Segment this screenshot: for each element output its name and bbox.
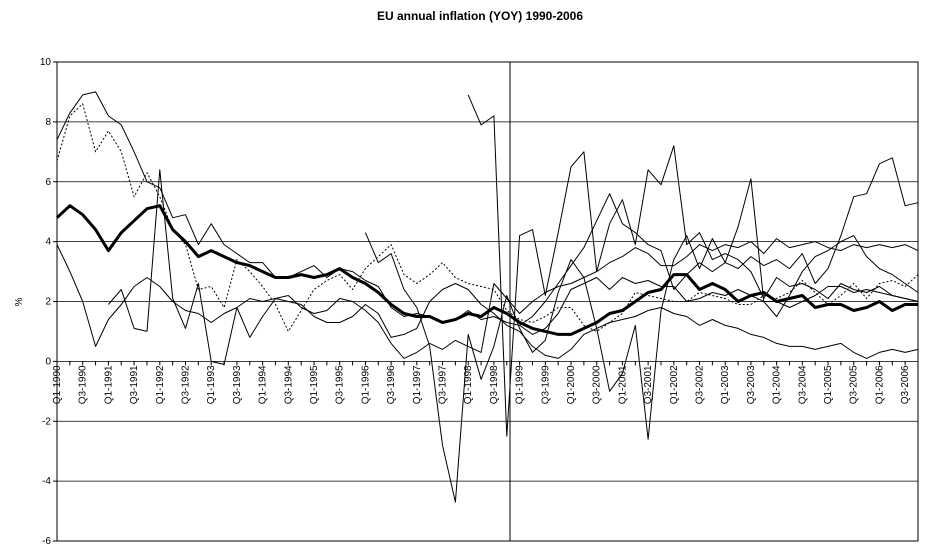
x-tick-label: Q1-1997 bbox=[412, 365, 423, 404]
x-tick-label: Q1-2002 bbox=[669, 365, 680, 404]
x-tick-label: Q3-1999 bbox=[540, 365, 551, 404]
y-tick-label: -4 bbox=[42, 476, 51, 487]
x-tick-label: Q3-2000 bbox=[592, 365, 603, 404]
x-tick-label: Q1-2006 bbox=[874, 365, 885, 404]
x-tick-label: Q1-1999 bbox=[515, 365, 526, 404]
y-tick-label: 2 bbox=[45, 297, 51, 308]
x-tick-label: Q3-1998 bbox=[489, 365, 500, 404]
x-tick-label: Q1-1990 bbox=[52, 365, 63, 404]
x-tick-label: Q3-2001 bbox=[643, 365, 654, 404]
x-tick-label: Q1-1992 bbox=[155, 365, 166, 404]
x-tick-label: Q3-2004 bbox=[797, 365, 808, 404]
x-tick-label: Q3-2006 bbox=[900, 365, 911, 404]
x-tick-label: Q3-2002 bbox=[695, 365, 706, 404]
x-tick-label: Q1-2005 bbox=[823, 365, 834, 404]
x-tick-label: Q1-1994 bbox=[258, 365, 269, 404]
y-tick-label: 0 bbox=[45, 356, 51, 367]
y-tick-label: 8 bbox=[45, 117, 51, 128]
x-tick-label: Q1-1995 bbox=[309, 365, 320, 404]
series-line bbox=[55, 204, 918, 336]
y-tick-label: 10 bbox=[40, 57, 52, 68]
x-tick-label: Q1-1996 bbox=[360, 365, 371, 404]
x-tick-label: Q3-1995 bbox=[335, 365, 346, 404]
x-tick-label: Q1-2004 bbox=[772, 365, 783, 404]
y-tick-label: 6 bbox=[45, 177, 51, 188]
x-tick-label: Q3-2003 bbox=[746, 365, 757, 404]
y-tick-label: 4 bbox=[45, 237, 51, 248]
x-tick-label: Q1-2003 bbox=[720, 365, 731, 404]
series-line bbox=[519, 157, 919, 326]
y-tick-label: -2 bbox=[42, 416, 51, 427]
y-axis-label: % bbox=[14, 297, 25, 306]
x-tick-label: Q3-1990 bbox=[78, 365, 89, 404]
series-line bbox=[467, 94, 919, 437]
y-tick-label: -6 bbox=[42, 536, 51, 547]
x-tick-label: Q1-1991 bbox=[103, 365, 114, 404]
x-tick-label: Q1-2000 bbox=[566, 365, 577, 404]
x-tick-label: Q3-1992 bbox=[181, 365, 192, 404]
series-line bbox=[56, 238, 919, 359]
x-tick-label: Q1-1998 bbox=[463, 365, 474, 404]
x-tick-label: Q3-1993 bbox=[232, 365, 243, 404]
x-tick-label: Q1-2001 bbox=[617, 365, 628, 404]
series-line bbox=[364, 178, 919, 503]
x-tick-label: Q3-2005 bbox=[849, 365, 860, 404]
x-tick-label: Q1-1993 bbox=[206, 365, 217, 404]
series-line bbox=[108, 169, 919, 365]
x-tick-label: Q3-1996 bbox=[386, 365, 397, 404]
chart-title: EU annual inflation (YOY) 1990-2006 bbox=[377, 9, 583, 23]
x-tick-label: Q3-1997 bbox=[438, 365, 449, 404]
x-tick-label: Q3-1994 bbox=[283, 365, 294, 404]
x-tick-label: Q3-1991 bbox=[129, 365, 140, 404]
